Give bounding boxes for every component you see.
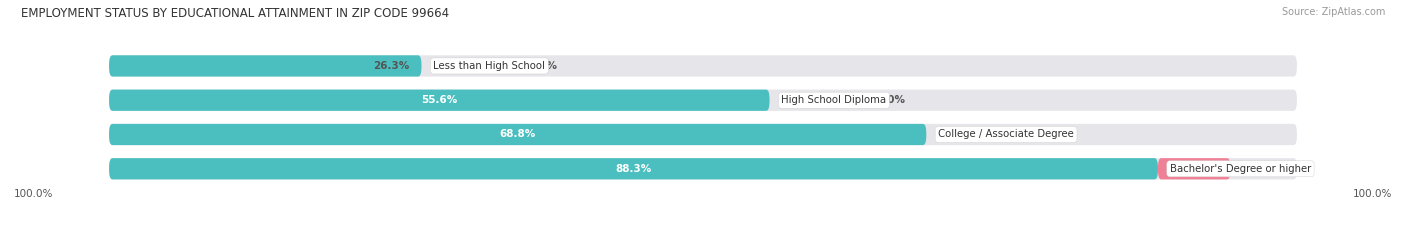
Text: 26.3%: 26.3% — [374, 61, 409, 71]
FancyBboxPatch shape — [110, 55, 1296, 77]
FancyBboxPatch shape — [110, 124, 927, 145]
Text: Source: ZipAtlas.com: Source: ZipAtlas.com — [1281, 7, 1385, 17]
FancyBboxPatch shape — [110, 90, 1296, 111]
Text: 55.6%: 55.6% — [422, 95, 457, 105]
FancyBboxPatch shape — [110, 124, 1296, 145]
FancyBboxPatch shape — [110, 158, 1296, 179]
Text: High School Diploma: High School Diploma — [782, 95, 887, 105]
FancyBboxPatch shape — [110, 90, 769, 111]
Text: 100.0%: 100.0% — [1353, 189, 1392, 199]
Text: 100.0%: 100.0% — [14, 189, 53, 199]
Text: 0.0%: 0.0% — [1033, 130, 1062, 140]
Text: 88.3%: 88.3% — [616, 164, 651, 174]
Text: 0.0%: 0.0% — [529, 61, 557, 71]
Text: College / Associate Degree: College / Associate Degree — [938, 130, 1074, 140]
Text: Less than High School: Less than High School — [433, 61, 546, 71]
FancyBboxPatch shape — [110, 158, 1159, 179]
FancyBboxPatch shape — [110, 55, 422, 77]
Text: 6.1%: 6.1% — [1249, 164, 1277, 174]
Text: 68.8%: 68.8% — [499, 130, 536, 140]
Text: Bachelor's Degree or higher: Bachelor's Degree or higher — [1170, 164, 1310, 174]
FancyBboxPatch shape — [1159, 158, 1230, 179]
Text: 0.0%: 0.0% — [876, 95, 905, 105]
Text: EMPLOYMENT STATUS BY EDUCATIONAL ATTAINMENT IN ZIP CODE 99664: EMPLOYMENT STATUS BY EDUCATIONAL ATTAINM… — [21, 7, 449, 20]
